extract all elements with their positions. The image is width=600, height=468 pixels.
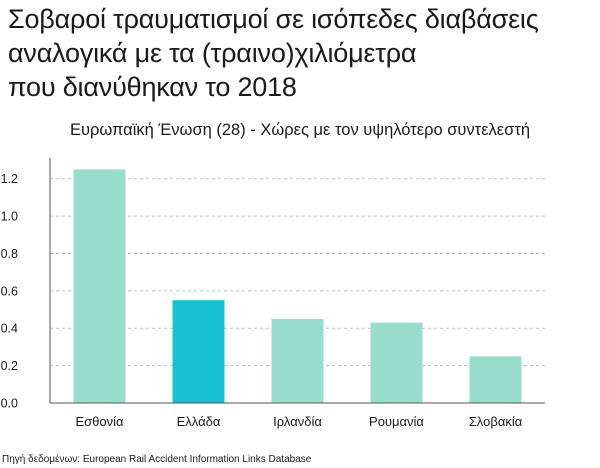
x-category-label: Σλοβακία (469, 414, 523, 429)
y-axis-tick-labels: 0.0 0.2 0.4 0.6 0.8 1.0 1.2 (1, 172, 18, 410)
axes (49, 158, 545, 404)
chart-subtitle: Ευρωπαϊκή Ένωση (28) - Χώρες με τον υψηλ… (69, 121, 531, 139)
x-category-label: Ελλάδα (177, 414, 221, 429)
bar-4 (370, 322, 423, 403)
y-tick-label: 0.2 (1, 359, 18, 373)
x-axis-category-labels: Εσθονία Ελλάδα Ιρλανδία Ρουμανία Σλοβακία (75, 414, 522, 429)
data-source-note: Πηγή δεδομένων: European Rail Accident I… (2, 454, 312, 465)
x-category-label: Ιρλανδία (273, 414, 322, 429)
x-category-label: Εσθονία (75, 414, 124, 429)
bar-3 (271, 318, 324, 403)
bars (73, 169, 522, 403)
chart-title-line-3: που διανύθηκαν το 2018 (8, 72, 297, 102)
y-tick-label: 0.6 (1, 284, 18, 298)
y-tick-label: 0.8 (1, 247, 18, 261)
bar-2 (172, 300, 225, 403)
bar-5 (469, 356, 522, 403)
chart-title: Σοβαροί τραυματισμοί σε ισόπεδες διαβάσε… (8, 2, 598, 104)
x-category-label: Ρουμανία (369, 414, 424, 429)
y-tick-label: 0.4 (1, 322, 18, 336)
y-tick-label: 1.0 (1, 210, 18, 224)
chart-title-line-2: αναλογικά με τα (τραινο)χιλιόμετρα (8, 38, 417, 68)
bar-1 (73, 169, 126, 403)
chart-title-line-1: Σοβαροί τραυματισμοί σε ισόπεδες διαβάσε… (8, 4, 539, 34)
y-tick-label: 1.2 (1, 172, 18, 186)
y-tick-label: 0.0 (1, 397, 18, 411)
